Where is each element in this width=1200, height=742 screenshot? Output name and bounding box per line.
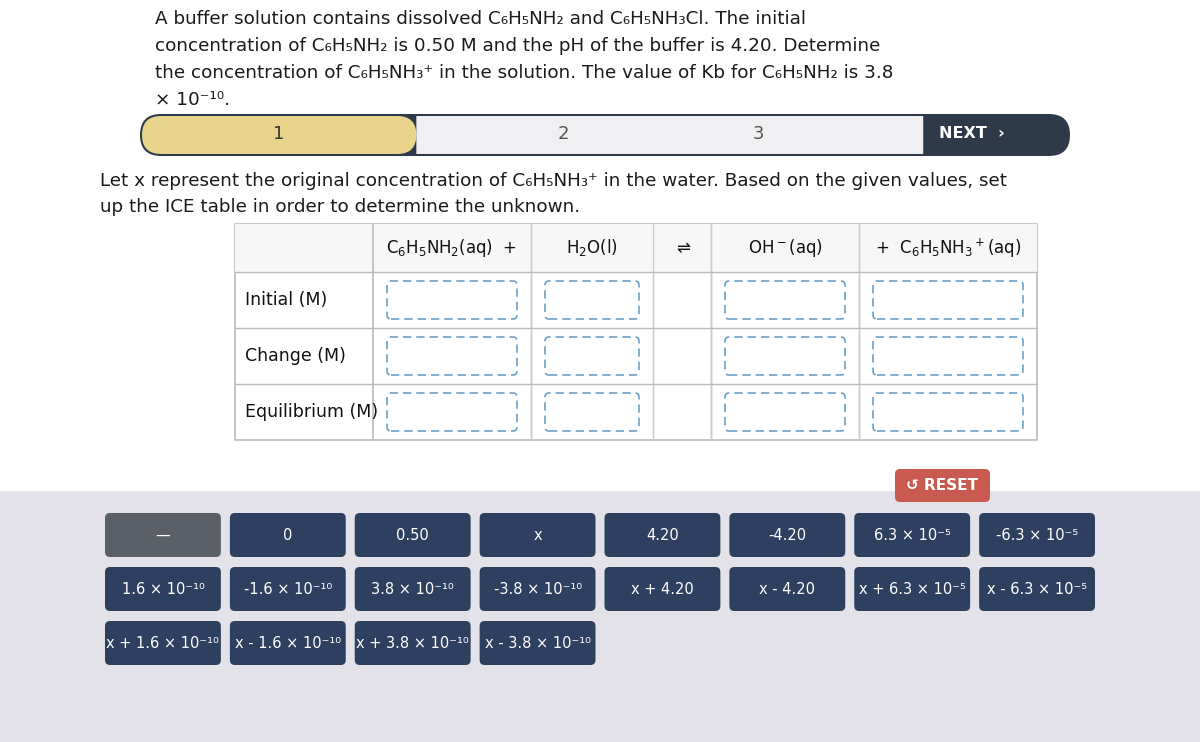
FancyBboxPatch shape [480, 513, 595, 557]
Text: x - 4.20: x - 4.20 [760, 582, 815, 597]
Text: x + 6.3 × 10⁻⁵: x + 6.3 × 10⁻⁵ [859, 582, 966, 597]
Text: up the ICE table in order to determine the unknown.: up the ICE table in order to determine t… [100, 198, 580, 216]
Text: -4.20: -4.20 [768, 528, 806, 542]
FancyBboxPatch shape [230, 621, 346, 665]
FancyBboxPatch shape [386, 281, 517, 319]
Text: x - 1.6 × 10⁻¹⁰: x - 1.6 × 10⁻¹⁰ [235, 635, 341, 651]
Text: x + 3.8 × 10⁻¹⁰: x + 3.8 × 10⁻¹⁰ [356, 635, 469, 651]
Text: 0: 0 [283, 528, 293, 542]
Text: $\rightleftharpoons$: $\rightleftharpoons$ [673, 239, 691, 257]
Text: -3.8 × 10⁻¹⁰: -3.8 × 10⁻¹⁰ [493, 582, 582, 597]
Text: Initial (M): Initial (M) [245, 291, 328, 309]
Text: C$_6$H$_5$NH$_2$(aq)  +: C$_6$H$_5$NH$_2$(aq) + [386, 237, 517, 259]
Bar [0, 0, 1200, 490]
FancyBboxPatch shape [725, 393, 845, 431]
Text: —: — [156, 528, 170, 542]
FancyBboxPatch shape [355, 621, 470, 665]
FancyBboxPatch shape [725, 281, 845, 319]
FancyBboxPatch shape [874, 281, 1022, 319]
FancyBboxPatch shape [106, 621, 221, 665]
Text: 1: 1 [274, 125, 284, 143]
Text: × 10⁻¹⁰.: × 10⁻¹⁰. [155, 91, 230, 109]
Text: +  C$_6$H$_5$NH$_3$$^+$(aq): + C$_6$H$_5$NH$_3$$^+$(aq) [875, 237, 1021, 260]
Bar [235, 224, 1037, 272]
Text: 6.3 × 10⁻⁵: 6.3 × 10⁻⁵ [874, 528, 950, 542]
FancyBboxPatch shape [355, 513, 470, 557]
FancyBboxPatch shape [854, 567, 970, 611]
Text: 4.20: 4.20 [646, 528, 679, 542]
FancyBboxPatch shape [230, 567, 346, 611]
FancyBboxPatch shape [979, 567, 1096, 611]
FancyBboxPatch shape [480, 621, 595, 665]
FancyBboxPatch shape [979, 513, 1096, 557]
FancyBboxPatch shape [106, 513, 221, 557]
Text: the concentration of C₆H₅NH₃⁺ in the solution. The value of Kb for C₆H₅NH₂ is 3.: the concentration of C₆H₅NH₃⁺ in the sol… [155, 64, 893, 82]
FancyBboxPatch shape [355, 567, 470, 611]
FancyBboxPatch shape [605, 567, 720, 611]
FancyBboxPatch shape [480, 567, 595, 611]
FancyBboxPatch shape [730, 513, 845, 557]
FancyBboxPatch shape [895, 469, 990, 502]
FancyBboxPatch shape [106, 567, 221, 611]
Text: x: x [533, 528, 542, 542]
Text: 3: 3 [752, 125, 764, 143]
Text: 2: 2 [558, 125, 569, 143]
Text: A buffer solution contains dissolved C₆H₅NH₂ and C₆H₅NH₃Cl. The initial: A buffer solution contains dissolved C₆H… [155, 10, 806, 28]
FancyBboxPatch shape [854, 513, 970, 557]
Text: 0.50: 0.50 [396, 528, 430, 542]
Text: 1.6 × 10⁻¹⁰: 1.6 × 10⁻¹⁰ [121, 582, 204, 597]
FancyBboxPatch shape [545, 281, 640, 319]
Text: x - 3.8 × 10⁻¹⁰: x - 3.8 × 10⁻¹⁰ [485, 635, 590, 651]
FancyBboxPatch shape [874, 337, 1022, 375]
FancyBboxPatch shape [874, 393, 1022, 431]
Text: OH$^-$(aq): OH$^-$(aq) [748, 237, 822, 259]
FancyBboxPatch shape [545, 337, 640, 375]
FancyBboxPatch shape [386, 337, 517, 375]
Text: x + 1.6 × 10⁻¹⁰: x + 1.6 × 10⁻¹⁰ [107, 635, 220, 651]
Text: Equilibrium (M): Equilibrium (M) [245, 403, 378, 421]
FancyBboxPatch shape [230, 513, 346, 557]
Text: Change (M): Change (M) [245, 347, 346, 365]
Text: H$_2$O(l): H$_2$O(l) [566, 237, 618, 258]
Text: 3.8 × 10⁻¹⁰: 3.8 × 10⁻¹⁰ [371, 582, 454, 597]
FancyBboxPatch shape [142, 116, 416, 154]
FancyBboxPatch shape [725, 337, 845, 375]
Bar [0, 490, 1200, 742]
Text: -1.6 × 10⁻¹⁰: -1.6 × 10⁻¹⁰ [244, 582, 332, 597]
Text: x + 4.20: x + 4.20 [631, 582, 694, 597]
Bar [235, 224, 1037, 440]
Text: -6.3 × 10⁻⁵: -6.3 × 10⁻⁵ [996, 528, 1078, 542]
Text: x - 6.3 × 10⁻⁵: x - 6.3 × 10⁻⁵ [986, 582, 1087, 597]
Text: concentration of C₆H₅NH₂ is 0.50 M and the pH of the buffer is 4.20. Determine: concentration of C₆H₅NH₂ is 0.50 M and t… [155, 37, 881, 55]
FancyBboxPatch shape [545, 393, 640, 431]
Text: Let x represent the original concentration of C₆H₅NH₃⁺ in the water. Based on th: Let x represent the original concentrati… [100, 172, 1007, 190]
FancyBboxPatch shape [386, 393, 517, 431]
FancyBboxPatch shape [416, 116, 923, 154]
Text: NEXT  ›: NEXT › [940, 126, 1006, 142]
FancyBboxPatch shape [605, 513, 720, 557]
Text: ↺ RESET: ↺ RESET [906, 478, 978, 493]
FancyBboxPatch shape [140, 114, 1070, 156]
FancyBboxPatch shape [730, 567, 845, 611]
